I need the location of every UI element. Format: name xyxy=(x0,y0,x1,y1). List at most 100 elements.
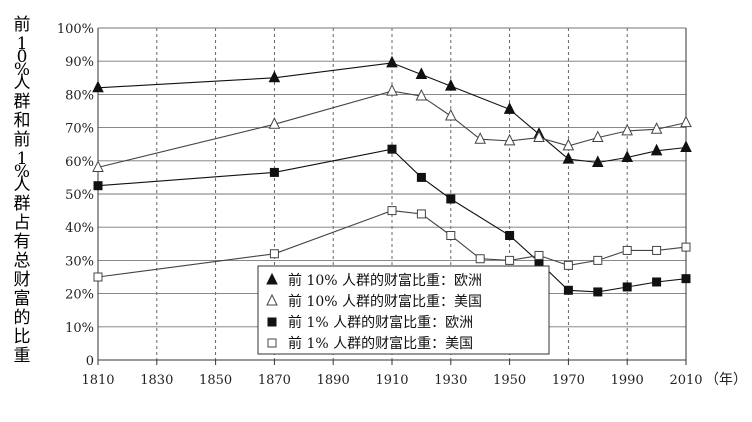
data-point xyxy=(650,143,663,156)
data-point xyxy=(622,282,632,292)
data-point xyxy=(446,231,456,240)
data-point xyxy=(269,167,279,177)
series-line xyxy=(97,62,687,164)
y-axis-label-char: 0 xyxy=(17,47,28,67)
series-2 xyxy=(92,83,692,172)
legend-item: 前 10% 人群的财富比重：欧洲 xyxy=(266,272,482,289)
legend-item: 前 1% 人群的财富比重：美国 xyxy=(267,335,473,352)
data-point xyxy=(386,83,398,96)
x-tick-label: 1970 xyxy=(552,373,585,388)
series xyxy=(92,55,692,297)
data-point xyxy=(415,88,428,101)
y-axis-label-char: % xyxy=(14,162,30,182)
y-axis-label-char: 财 xyxy=(14,270,31,290)
x-tick-label: 1850 xyxy=(199,373,232,388)
data-point xyxy=(593,255,603,265)
series-1 xyxy=(92,55,692,167)
y-axis-label-char: 比 xyxy=(14,327,31,347)
y-axis-label-char: 的 xyxy=(14,308,31,328)
y-axis-label-char: 重 xyxy=(14,346,31,366)
legend-item: 前 1% 人群的财富比重：欧洲 xyxy=(267,314,473,331)
legend-label: 前 1% 人群的财富比重：美国 xyxy=(288,335,473,352)
y-axis-label-char: 人 xyxy=(14,73,31,93)
x-tick-label: 1810 xyxy=(81,373,114,388)
y-axis-label-char: 前 xyxy=(14,15,31,35)
data-point xyxy=(92,80,104,93)
grid xyxy=(98,27,686,360)
data-point xyxy=(681,242,691,252)
data-point xyxy=(93,181,103,191)
data-point xyxy=(416,172,426,182)
data-point xyxy=(680,115,692,128)
y-axis-label-char: 占 xyxy=(14,213,31,233)
y-axis-label-char: 有 xyxy=(14,232,31,252)
data-point xyxy=(266,272,278,285)
data-point xyxy=(444,108,457,121)
y-axis-label-char: 总 xyxy=(14,251,31,271)
data-point xyxy=(652,245,662,255)
y-tick-label: 80% xyxy=(65,88,94,103)
data-point xyxy=(267,317,277,327)
x-axis-unit: （年） xyxy=(705,372,747,388)
data-point xyxy=(650,122,663,134)
data-point xyxy=(505,231,515,240)
data-point xyxy=(92,160,104,172)
data-point xyxy=(387,206,397,216)
data-point xyxy=(652,277,662,287)
data-point xyxy=(268,70,281,83)
data-point xyxy=(533,130,545,143)
x-tick-label: 1890 xyxy=(317,373,350,388)
y-axis-label-char: 1 xyxy=(17,149,28,169)
y-tick-label: 90% xyxy=(65,55,94,70)
y-tick-label: 10% xyxy=(65,321,94,336)
data-point xyxy=(415,67,428,79)
y-axis-label-char: 群 xyxy=(14,92,31,112)
y-tick-label: 0 xyxy=(86,354,94,369)
data-point xyxy=(563,260,573,270)
legend-label: 前 10% 人群的财富比重：欧洲 xyxy=(288,272,482,289)
y-tick-label: 100% xyxy=(57,22,94,37)
series-4 xyxy=(93,206,691,282)
data-point xyxy=(534,250,544,260)
y-tick-label: 70% xyxy=(65,122,94,137)
data-point xyxy=(622,245,632,255)
data-point xyxy=(591,130,604,143)
y-axis-label-char: % xyxy=(14,60,30,80)
data-point xyxy=(562,152,575,164)
x-tick-label: 1990 xyxy=(611,373,644,388)
data-point xyxy=(563,285,573,295)
data-point xyxy=(475,254,485,264)
x-tick-label: 1910 xyxy=(375,373,408,388)
x-tick-label: 1950 xyxy=(493,373,526,388)
x-tick-label: 2010 xyxy=(669,373,702,388)
series-line xyxy=(97,148,687,293)
y-axis-label-char: 和 xyxy=(14,111,31,131)
x-tick-labels: 1810 1830 1850 1870 1890 1910 1930 1950 1970 1990… xyxy=(81,373,702,388)
y-tick-label: 60% xyxy=(65,155,94,170)
legend-item: 前 10% 人群的财富比重：美国 xyxy=(266,293,482,310)
data-point xyxy=(680,140,692,153)
data-point xyxy=(267,338,277,348)
y-axis-label-char: 富 xyxy=(14,289,31,309)
data-point xyxy=(266,293,278,306)
data-point xyxy=(387,144,397,154)
y-axis-label-char: 群 xyxy=(14,194,31,214)
data-point xyxy=(562,138,575,151)
y-axis-label-char: 前 xyxy=(14,130,31,150)
data-point xyxy=(269,249,279,259)
y-tick-label: 50% xyxy=(65,188,94,203)
data-point xyxy=(681,274,691,284)
x-tick-label: 1870 xyxy=(258,373,291,388)
data-point xyxy=(416,209,426,219)
data-point xyxy=(474,132,487,144)
legend-label: 前 1% 人群的财富比重：欧洲 xyxy=(288,314,473,331)
x-tick-label: 1930 xyxy=(434,373,467,388)
data-point xyxy=(591,155,604,167)
y-axis-label-char: 人 xyxy=(14,175,31,195)
y-tick-label: 30% xyxy=(65,254,94,269)
data-point xyxy=(621,123,634,136)
y-tick-label: 20% xyxy=(65,288,94,303)
